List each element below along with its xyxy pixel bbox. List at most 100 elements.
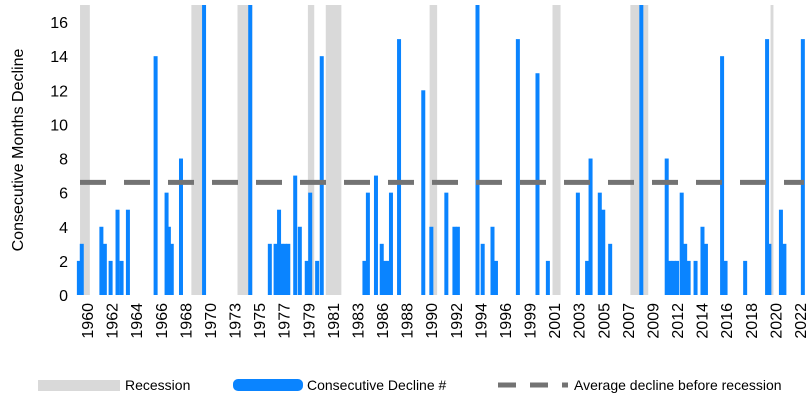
decline-bar	[455, 226, 460, 295]
decline-bar	[319, 56, 324, 296]
decline-bar	[248, 5, 253, 295]
decline-bar	[585, 260, 590, 295]
decline-bar	[277, 209, 282, 295]
decline-bar	[639, 5, 644, 295]
legend-swatch-recession	[38, 380, 120, 391]
decline-bar	[452, 226, 457, 295]
decline-bar	[202, 5, 207, 295]
decline-bar	[279, 243, 284, 295]
y-tick-label: 16	[50, 15, 68, 32]
decline-bar	[267, 243, 272, 295]
decline-bar	[588, 158, 593, 295]
x-tick-label: 2005	[596, 303, 613, 339]
decline-bar	[429, 226, 434, 295]
recession-band	[630, 5, 649, 295]
decline-bar	[308, 192, 313, 295]
decline-bar	[178, 158, 183, 295]
decline-bar	[800, 39, 805, 295]
legend: Recession Consecutive Decline # Average …	[38, 377, 782, 393]
decline-bar	[421, 90, 426, 295]
decline-bar	[490, 226, 495, 295]
x-tick-label: 1986	[375, 303, 392, 339]
decline-bar	[720, 56, 725, 296]
x-tick-label: 1964	[129, 303, 146, 339]
decline-bar	[108, 260, 113, 295]
x-tick-label: 1966	[154, 303, 171, 339]
x-tick-label: 2022	[793, 303, 810, 339]
decline-bars	[76, 5, 805, 296]
y-axis-title: Consecutive Months Decline	[10, 49, 27, 252]
x-tick-label: 1988	[400, 303, 417, 339]
decline-bar	[601, 209, 606, 295]
decline-bar	[743, 260, 748, 295]
decline-bar	[153, 56, 158, 296]
x-tick-label: 2020	[768, 303, 785, 339]
y-tick-label: 2	[59, 254, 68, 271]
x-tick-label: 1968	[178, 303, 195, 339]
decline-bar	[386, 260, 391, 295]
recession-band	[429, 5, 438, 295]
recession-bands	[80, 5, 774, 295]
recession-band	[80, 5, 90, 295]
decline-bar	[388, 192, 393, 295]
decline-bar	[480, 243, 485, 295]
decline-bar	[79, 243, 84, 295]
decline-bar	[675, 260, 680, 295]
decline-bar	[286, 243, 291, 295]
x-tick-label: 1996	[498, 303, 515, 339]
decline-bar	[99, 226, 104, 295]
x-tick-label: 2003	[572, 303, 589, 339]
legend-label-decline: Consecutive Decline #	[307, 377, 447, 393]
x-tick-label: 1962	[105, 303, 122, 339]
decline-bar	[444, 192, 449, 295]
y-tick-label: 12	[50, 83, 68, 100]
decline-bar	[373, 175, 378, 295]
decline-bar	[668, 260, 673, 295]
x-tick-label: 1977	[277, 303, 294, 339]
x-tick-label: 2014	[695, 303, 712, 339]
decline-bar	[767, 243, 772, 295]
recession-band	[770, 5, 774, 295]
decline-bar	[700, 226, 705, 295]
decline-bar	[315, 260, 320, 295]
decline-bar	[703, 243, 708, 295]
legend-label-recession: Recession	[125, 377, 190, 393]
decline-bar	[383, 260, 388, 295]
x-tick-label: 2007	[621, 303, 638, 339]
y-axis-ticks: 0 2 4 6 8 10 12 14 16	[50, 15, 68, 305]
recession-band	[552, 5, 561, 295]
x-tick-label: 1981	[326, 303, 343, 339]
decline-bar	[597, 192, 602, 295]
x-tick-label: 1970	[203, 303, 220, 339]
decline-bar	[115, 209, 120, 295]
decline-bar	[102, 243, 107, 295]
x-tick-label: 2018	[744, 303, 761, 339]
decline-bar	[76, 260, 81, 295]
decline-bar	[119, 260, 124, 295]
decline-bar	[397, 39, 402, 295]
decline-bar	[362, 260, 367, 295]
decline-bar	[575, 192, 580, 295]
x-tick-label: 1975	[252, 303, 269, 339]
y-tick-label: 8	[59, 152, 68, 169]
decline-bar	[493, 260, 498, 295]
decline-bar	[723, 260, 728, 295]
x-tick-label: 2001	[547, 303, 564, 339]
recession-band	[325, 5, 342, 295]
x-tick-label: 1994	[473, 303, 490, 339]
decline-bar	[664, 158, 669, 295]
decline-bar	[679, 192, 684, 295]
decline-bar	[365, 192, 370, 295]
y-tick-label: 14	[50, 49, 68, 66]
recession-band	[191, 5, 203, 295]
decline-bar	[765, 39, 770, 295]
decline-bar	[304, 260, 309, 295]
x-axis-ticks: 1960 1962 1964 1966 1968 1970 1973 1975 1977 1979…	[80, 303, 810, 339]
decline-bar	[273, 243, 278, 295]
decline-bar	[297, 226, 302, 295]
decline-bar	[282, 243, 287, 295]
x-tick-label: 1960	[80, 303, 97, 339]
x-tick-label: 1979	[301, 303, 318, 339]
decline-bar	[164, 192, 169, 295]
